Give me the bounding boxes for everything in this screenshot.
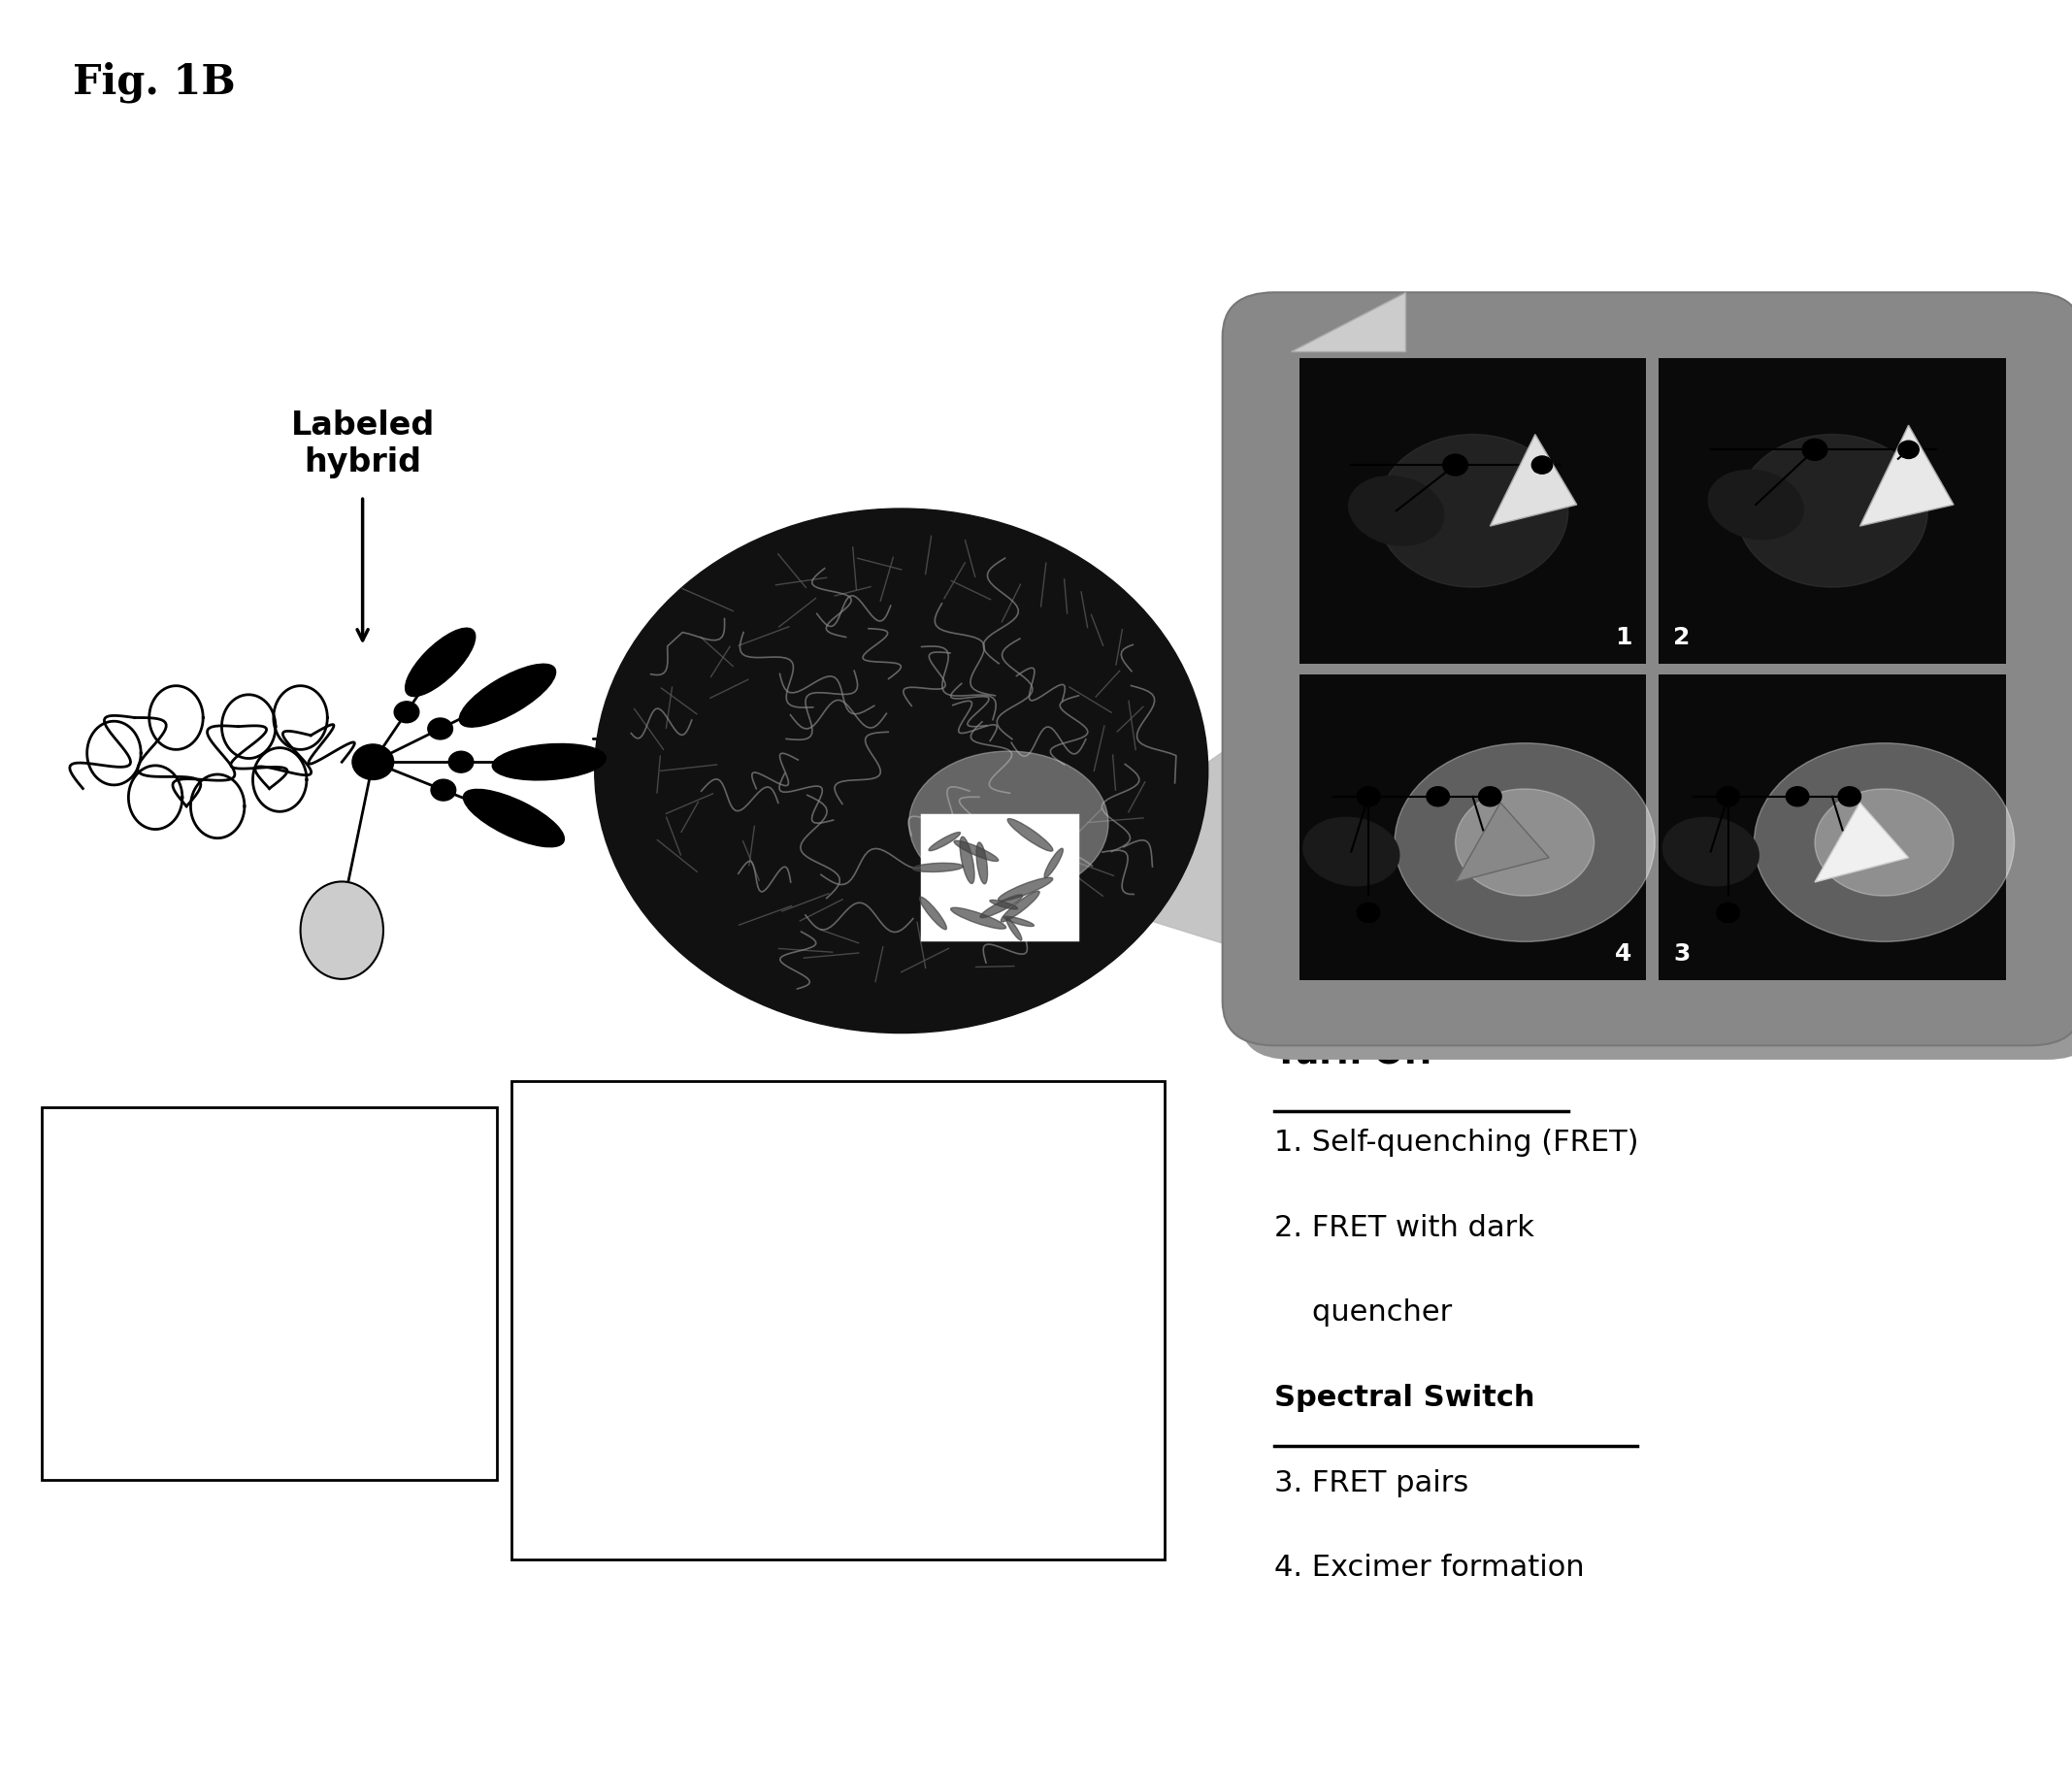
Circle shape [394, 702, 419, 723]
Circle shape [1803, 439, 1828, 461]
Polygon shape [1067, 702, 1295, 966]
Ellipse shape [976, 842, 988, 884]
Text: Labeled
hybrid: Labeled hybrid [290, 409, 435, 478]
Ellipse shape [1662, 817, 1759, 886]
FancyBboxPatch shape [1658, 675, 2006, 980]
Text: 1: 1 [1614, 626, 1633, 650]
Text: 1. Self-quenching (FRET): 1. Self-quenching (FRET) [1274, 1129, 1639, 1157]
FancyBboxPatch shape [41, 1108, 497, 1480]
Polygon shape [1815, 803, 1908, 882]
FancyBboxPatch shape [512, 1081, 1164, 1559]
Ellipse shape [1303, 817, 1399, 886]
Circle shape [1786, 787, 1809, 806]
Ellipse shape [493, 744, 605, 780]
Ellipse shape [460, 664, 555, 727]
Ellipse shape [959, 836, 974, 884]
Ellipse shape [1755, 742, 2014, 941]
Text: 4: 4 [1614, 943, 1633, 966]
Text: 2. FRET with dark: 2. FRET with dark [1274, 1214, 1533, 1242]
Circle shape [1531, 455, 1552, 473]
Circle shape [1426, 787, 1448, 806]
Ellipse shape [999, 877, 1053, 900]
Ellipse shape [980, 895, 1024, 918]
Circle shape [431, 780, 456, 801]
Ellipse shape [1007, 918, 1021, 941]
Ellipse shape [1044, 849, 1063, 877]
Text: 4. Excimer formation: 4. Excimer formation [1274, 1554, 1585, 1582]
Polygon shape [1455, 803, 1550, 882]
FancyBboxPatch shape [1239, 307, 2072, 1060]
FancyBboxPatch shape [1658, 358, 2006, 664]
Ellipse shape [910, 751, 1109, 895]
Ellipse shape [920, 897, 947, 930]
Ellipse shape [1003, 916, 1034, 927]
Circle shape [1357, 787, 1380, 806]
Ellipse shape [1378, 434, 1569, 587]
Circle shape [1442, 454, 1467, 475]
Circle shape [1357, 904, 1380, 923]
Ellipse shape [1736, 434, 1927, 587]
Text: Spectral Switch: Spectral Switch [1274, 1384, 1535, 1412]
Circle shape [448, 751, 474, 773]
Circle shape [427, 718, 452, 739]
Circle shape [352, 744, 394, 780]
Ellipse shape [1007, 819, 1053, 851]
Text: 3: 3 [1674, 943, 1691, 966]
Ellipse shape [1349, 477, 1444, 546]
Circle shape [1716, 787, 1740, 806]
Circle shape [1838, 787, 1861, 806]
Text: 3. FRET pairs: 3. FRET pairs [1274, 1469, 1469, 1497]
Ellipse shape [951, 907, 1007, 929]
Ellipse shape [1394, 742, 1656, 941]
Ellipse shape [464, 789, 564, 847]
FancyBboxPatch shape [1299, 358, 1645, 664]
Text: Intrinsic
spectral
properties: Intrinsic spectral properties [197, 1249, 342, 1338]
Ellipse shape [1001, 891, 1040, 921]
Circle shape [1716, 904, 1740, 923]
Ellipse shape [953, 840, 999, 861]
Ellipse shape [1455, 789, 1593, 897]
Text: Supramolecular
spectral
properties
(dye-dye
interactions): Supramolecular spectral properties (dye-… [727, 1244, 949, 1396]
Circle shape [1898, 441, 1919, 459]
Polygon shape [1861, 425, 1954, 526]
Ellipse shape [1707, 470, 1803, 539]
Ellipse shape [300, 882, 383, 980]
Text: Fig. 1B: Fig. 1B [73, 62, 236, 103]
Text: 2: 2 [1674, 626, 1691, 650]
Circle shape [1479, 787, 1502, 806]
FancyBboxPatch shape [922, 815, 1077, 939]
Text: quencher: quencher [1274, 1299, 1452, 1327]
Ellipse shape [928, 833, 959, 851]
FancyBboxPatch shape [1299, 675, 1645, 980]
Polygon shape [1291, 292, 1405, 351]
Ellipse shape [990, 900, 1017, 909]
Text: Turn Off: Turn Off [1274, 1037, 1434, 1070]
Polygon shape [1490, 434, 1577, 526]
Circle shape [595, 509, 1208, 1033]
Ellipse shape [1815, 789, 1954, 897]
FancyBboxPatch shape [1222, 292, 2072, 1045]
Ellipse shape [406, 627, 474, 696]
Ellipse shape [912, 863, 963, 872]
